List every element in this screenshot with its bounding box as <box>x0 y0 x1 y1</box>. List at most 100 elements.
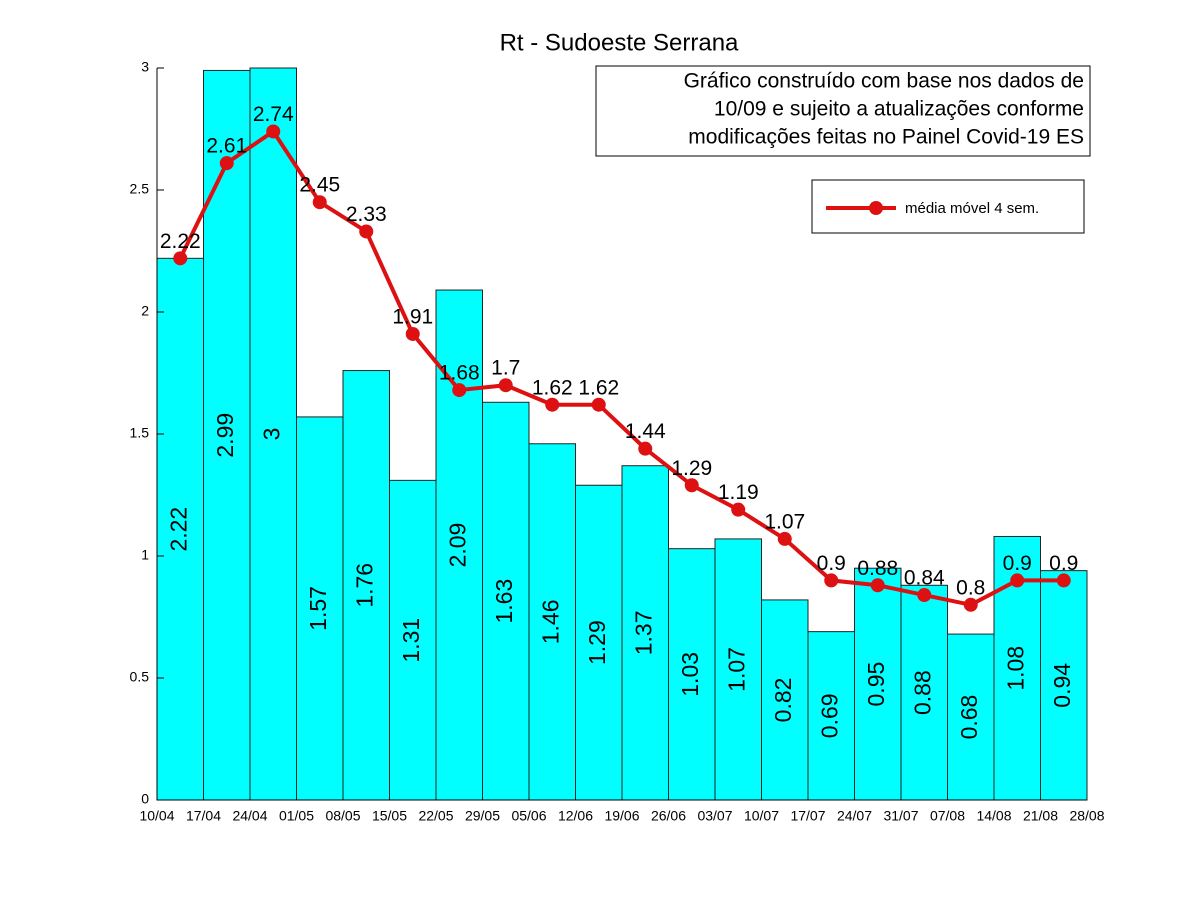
x-tick-label: 29/05 <box>465 808 500 824</box>
bar-value-label: 1.08 <box>1002 646 1028 691</box>
bar-value-label: 1.31 <box>398 618 424 663</box>
bar <box>482 401 530 801</box>
line-marker <box>638 441 653 456</box>
line-value-label: 1.19 <box>718 481 759 504</box>
y-tick-label: 2.5 <box>130 181 150 197</box>
annotation-text: 10/09 e sujeito a atualizações conforme <box>714 98 1084 121</box>
bar-value-label: 2.22 <box>165 507 191 552</box>
line-marker <box>870 578 885 593</box>
bar-value-label: 0.68 <box>956 695 982 740</box>
bar <box>575 484 623 801</box>
x-tick-label: 31/07 <box>883 808 918 824</box>
line <box>178 128 1064 607</box>
bar-value-label: 2.99 <box>212 413 238 458</box>
line-value-label: 2.22 <box>160 230 201 253</box>
line-value-label: 1.29 <box>671 457 712 480</box>
annotation-box <box>595 65 1091 157</box>
bar-value-label: 1.29 <box>584 620 610 665</box>
bar-value-label: 1.57 <box>305 586 331 631</box>
bar-value-label: 1.63 <box>491 579 517 624</box>
x-tick-label: 24/04 <box>232 808 267 824</box>
bar-value-label: 0.94 <box>1049 663 1075 708</box>
x-tick-label: 17/04 <box>186 808 221 824</box>
line-value-label: 1.7 <box>491 357 520 380</box>
line-value-label: 1.91 <box>392 306 433 329</box>
line-marker <box>266 124 281 139</box>
bar <box>714 538 762 801</box>
legend-marker <box>869 201 883 215</box>
x-tick-label: 17/07 <box>790 808 825 824</box>
line-value-label: 2.33 <box>346 203 387 226</box>
line-value-label: 2.45 <box>299 174 340 197</box>
line-value-label: 0.84 <box>904 567 945 590</box>
annotation-text: modificações feitas no Painel Covid-19 E… <box>688 126 1084 149</box>
bar-value-label: 1.03 <box>677 652 703 697</box>
line-marker <box>405 326 420 341</box>
line-marker <box>219 156 234 171</box>
bar-value-label: 3 <box>258 428 284 441</box>
bar-value-label: 2.09 <box>444 523 470 568</box>
bar-value-label: 1.37 <box>630 610 656 655</box>
line-value-label: 0.9 <box>817 552 846 575</box>
line-value-label: 2.61 <box>206 135 247 158</box>
x-tick-label: 15/05 <box>372 808 407 824</box>
bar <box>900 584 948 801</box>
x-tick-label: 12/06 <box>558 808 593 824</box>
line-value-label: 0.9 <box>1003 552 1032 575</box>
line-marker <box>312 195 327 210</box>
line-value-label: 1.68 <box>439 362 480 385</box>
x-tick-label: 21/08 <box>1023 808 1058 824</box>
x-tick-label: 14/08 <box>976 808 1011 824</box>
x-tick-label: 10/04 <box>139 808 174 824</box>
bar <box>854 567 902 801</box>
y-tick-label: 1 <box>141 547 149 563</box>
line-value-label: 1.44 <box>625 420 666 443</box>
x-tick-label: 08/05 <box>325 808 360 824</box>
bar-value-label: 0.82 <box>770 678 796 723</box>
bar-value-label: 1.46 <box>537 599 563 644</box>
chart-title: Rt - Sudoeste Serrana <box>500 29 739 56</box>
line-value-label: 0.9 <box>1049 552 1078 575</box>
x-tick-label: 05/06 <box>511 808 546 824</box>
line-value-label: 0.8 <box>956 576 985 599</box>
line-value-label: 0.88 <box>857 557 898 580</box>
line-marker <box>498 378 513 393</box>
bar <box>249 67 297 801</box>
x-tick-label: 03/07 <box>697 808 732 824</box>
line-value-label: 2.74 <box>253 103 294 126</box>
y-tick-label: 3 <box>141 59 149 75</box>
line-marker <box>731 502 746 517</box>
line-marker <box>1010 573 1025 588</box>
line-value-label: 1.62 <box>532 376 573 399</box>
line-marker <box>1056 573 1071 588</box>
y-tick-label: 0.5 <box>130 669 150 685</box>
bar <box>668 548 716 801</box>
x-tick-label: 01/05 <box>279 808 314 824</box>
bar-value-label: 0.88 <box>909 670 935 715</box>
x-tick-label: 10/07 <box>744 808 779 824</box>
y-tick-label: 0 <box>141 791 149 807</box>
bar <box>1040 570 1088 801</box>
x-tick-label: 24/07 <box>837 808 872 824</box>
bar-value-label: 1.76 <box>351 563 377 608</box>
bar <box>389 479 437 801</box>
bar-value-label: 0.69 <box>816 693 842 738</box>
line-value-label: 1.62 <box>578 376 619 399</box>
bar <box>156 257 204 801</box>
line-marker <box>173 251 188 266</box>
line-marker <box>963 597 978 612</box>
bar-value-label: 0.95 <box>863 662 889 707</box>
bar <box>947 633 995 801</box>
y-tick-label: 1.5 <box>130 425 150 441</box>
annotation-text: Gráfico construído com base nos dados de <box>684 70 1084 93</box>
bar <box>761 599 809 801</box>
line-marker <box>777 531 792 546</box>
line-value-label: 1.07 <box>764 510 805 533</box>
line-marker <box>452 383 467 398</box>
line-marker <box>591 397 606 412</box>
legend-label: média móvel 4 sem. <box>905 200 1039 217</box>
x-tick-label: 19/06 <box>604 808 639 824</box>
bar-value-label: 1.07 <box>723 647 749 692</box>
x-tick-label: 28/08 <box>1069 808 1104 824</box>
